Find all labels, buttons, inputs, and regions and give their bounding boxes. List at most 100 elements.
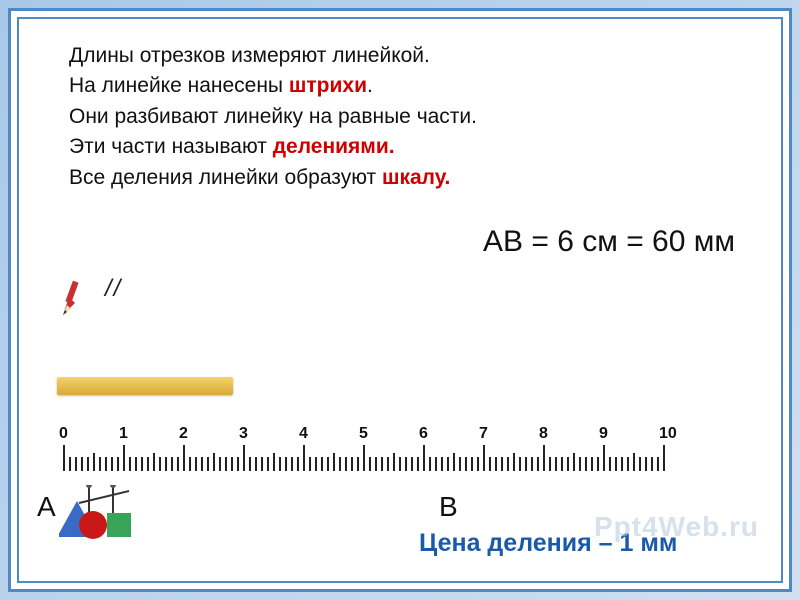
text-line-5: Все деления линейки образуют шкалу. (69, 163, 731, 193)
ruler-tick (615, 457, 617, 471)
ruler-tick (591, 457, 593, 471)
ruler-tick (495, 457, 497, 471)
shapes-decoration-icon (59, 485, 155, 550)
yellow-ruler-icon (57, 377, 233, 395)
ruler-tick (513, 453, 515, 471)
ruler-numbers: 012345678910 (59, 425, 741, 443)
ruler-number: 9 (599, 425, 659, 443)
ruler-tick (105, 457, 107, 471)
text-line-1: Длины отрезков измеряют линейкой. (69, 41, 731, 71)
body-text: Длины отрезков измеряют линейкой. На лин… (69, 41, 731, 193)
ruler-tick (555, 457, 557, 471)
ruler-tick (351, 457, 353, 471)
ruler-number: 5 (359, 425, 419, 443)
division-price-text: Цена деления – 1 мм (419, 529, 677, 558)
ruler-tick (207, 457, 209, 471)
highlight-word-1: штрихи (289, 74, 367, 97)
ruler-tick (429, 457, 431, 471)
ruler-tick (135, 457, 137, 471)
ruler-tick (573, 453, 575, 471)
ruler-tick (219, 457, 221, 471)
ruler-tick (327, 457, 329, 471)
ruler-tick (375, 457, 377, 471)
ruler-tick (357, 457, 359, 471)
ruler-tick (81, 457, 83, 471)
ruler-tick (645, 457, 647, 471)
parallel-marks: // (105, 275, 122, 303)
ruler-tick (609, 457, 611, 471)
ruler-tick (519, 457, 521, 471)
ruler-tick (651, 457, 653, 471)
ruler-number: 0 (59, 425, 119, 443)
text-line-3: Они разбивают линейку на равные части. (69, 102, 731, 132)
ruler-tick (393, 453, 395, 471)
ruler-tick (387, 457, 389, 471)
ruler-tick (93, 453, 95, 471)
ruler-tick (189, 457, 191, 471)
ruler-tick (501, 457, 503, 471)
ruler-tick (663, 445, 665, 471)
ruler-tick (549, 457, 551, 471)
ruler-tick (255, 457, 257, 471)
ruler-number: 8 (539, 425, 599, 443)
ruler-tick (195, 457, 197, 471)
ruler-tick (69, 457, 71, 471)
ruler-tick (171, 457, 173, 471)
ruler-tick (261, 457, 263, 471)
equation-text: АВ = 6 см = 60 мм (483, 225, 735, 259)
point-label-a: А (37, 491, 56, 523)
ruler-tick (453, 453, 455, 471)
ruler-tick (465, 457, 467, 471)
ruler-tick (63, 445, 65, 471)
ruler-tick (111, 457, 113, 471)
ruler-tick (225, 457, 227, 471)
ruler-tick (285, 457, 287, 471)
ruler-tick (333, 453, 335, 471)
mid-frame: Длины отрезков измеряют линейкой. На лин… (8, 8, 792, 592)
ruler-tick (633, 453, 635, 471)
ruler-tick (243, 445, 245, 471)
ruler-tick (141, 457, 143, 471)
ruler-tick (381, 457, 383, 471)
ruler: 012345678910 (59, 425, 741, 479)
ruler-tick (315, 457, 317, 471)
ruler-tick (411, 457, 413, 471)
ruler-tick (603, 445, 605, 471)
ruler-tick (153, 453, 155, 471)
ruler-tick (297, 457, 299, 471)
ruler-tick (237, 457, 239, 471)
ruler-tick (201, 457, 203, 471)
ruler-number: 7 (479, 425, 539, 443)
ruler-tick (321, 457, 323, 471)
ruler-tick (579, 457, 581, 471)
ruler-tick (183, 445, 185, 471)
ruler-tick (567, 457, 569, 471)
ruler-tick (483, 445, 485, 471)
ruler-tick (435, 457, 437, 471)
ruler-tick (531, 457, 533, 471)
ruler-tick (147, 457, 149, 471)
ruler-tick (99, 457, 101, 471)
ruler-tick (399, 457, 401, 471)
point-label-b: В (439, 491, 458, 523)
ruler-tick (405, 457, 407, 471)
ruler-tick (273, 453, 275, 471)
ruler-number: 4 (299, 425, 359, 443)
ruler-tick (423, 445, 425, 471)
ruler-tick (303, 445, 305, 471)
ruler-tick (159, 457, 161, 471)
ruler-tick (471, 457, 473, 471)
ruler-tick (309, 457, 311, 471)
ruler-tick (339, 457, 341, 471)
ruler-tick (543, 445, 545, 471)
highlight-word-3: шкалу. (382, 166, 450, 189)
ruler-tick (489, 457, 491, 471)
ruler-tick (639, 457, 641, 471)
ruler-tick (249, 457, 251, 471)
ruler-tick (561, 457, 563, 471)
ruler-number: 2 (179, 425, 239, 443)
ruler-number: 10 (659, 425, 719, 443)
ruler-tick (597, 457, 599, 471)
text-line-4: Эти части называют делениями. (69, 132, 731, 162)
ruler-tick (279, 457, 281, 471)
